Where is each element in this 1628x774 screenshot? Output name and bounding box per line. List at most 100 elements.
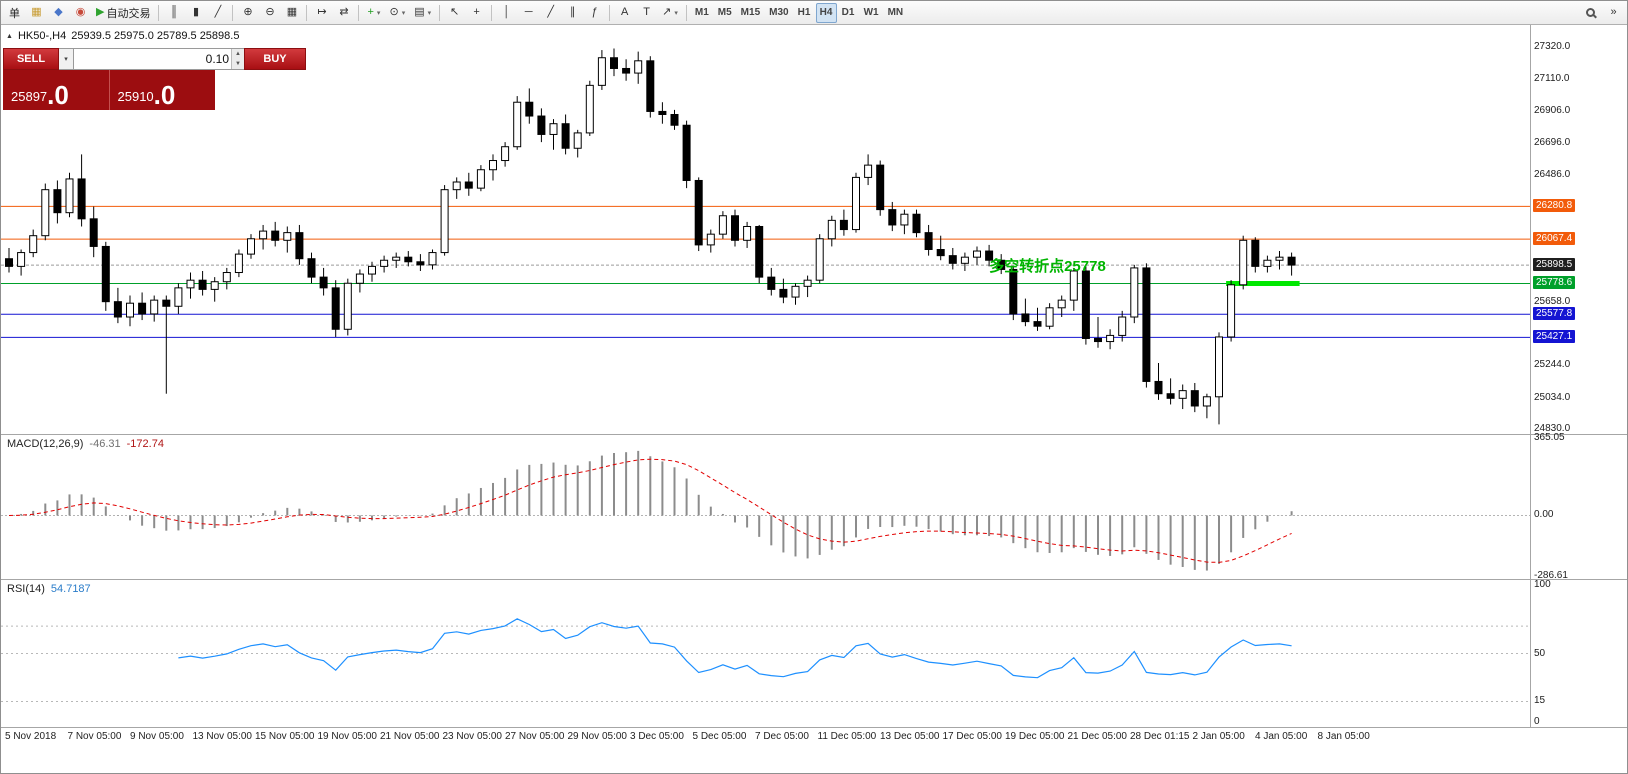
text-button[interactable]: A bbox=[614, 3, 635, 23]
vertical-line-button[interactable]: │ bbox=[496, 3, 517, 23]
cursor-button[interactable]: ↖ bbox=[444, 3, 465, 23]
chart-window-icon[interactable]: ▦ bbox=[26, 3, 47, 23]
timeframe-d1-button[interactable]: D1 bbox=[838, 3, 859, 23]
zoom-out-button[interactable]: ⊖ bbox=[259, 3, 280, 23]
market-icon[interactable]: ◉ bbox=[70, 3, 91, 23]
fibonacci-button[interactable]: ƒ bbox=[584, 3, 605, 23]
candlestick-chart-icon[interactable]: ▮ bbox=[185, 3, 206, 23]
price-axis-badge: 26067.4 bbox=[1533, 232, 1576, 246]
time-axis-label: 2 Jan 05:00 bbox=[1192, 731, 1245, 742]
lot-decrease-button[interactable]: ▼ bbox=[232, 59, 244, 69]
channel-button[interactable]: ∥ bbox=[562, 3, 583, 23]
chevron-down-icon: ▾ bbox=[64, 56, 68, 63]
indicators-add-glyph-icon: + bbox=[367, 6, 374, 18]
chart-annotation-text[interactable]: 多空转折点25778 bbox=[989, 257, 1106, 275]
lot-dropdown-button[interactable]: ▾ bbox=[59, 48, 74, 70]
line-chart-icon-glyph-icon: ╱ bbox=[214, 6, 222, 18]
zoom-in-button[interactable]: ⊕ bbox=[237, 3, 258, 23]
time-axis-label: 11 Dec 05:00 bbox=[817, 731, 877, 742]
timeframe-h1-button[interactable]: H1 bbox=[794, 3, 815, 23]
price-axis-badge: 26280.8 bbox=[1533, 199, 1576, 213]
timeframe-d1-button-label: D1 bbox=[841, 7, 855, 18]
arrows-glyph-icon: ↗ bbox=[662, 6, 672, 18]
panel-separator[interactable] bbox=[1, 434, 1627, 435]
price-axis-badge: 25898.5 bbox=[1533, 258, 1576, 272]
toolbar-separator bbox=[158, 4, 160, 21]
time-axis-label: 3 Dec 05:00 bbox=[630, 731, 684, 742]
symbol-arrow-icon: ▲ bbox=[6, 32, 13, 40]
macd-value-signal: -172.74 bbox=[126, 438, 164, 450]
chevron-down-icon[interactable]: ▾ bbox=[376, 9, 381, 17]
chevron-down-icon[interactable]: ▾ bbox=[427, 9, 432, 17]
rsi-plot[interactable] bbox=[1, 580, 1530, 727]
tile-windows-glyph-icon: ▦ bbox=[286, 6, 298, 18]
profiles-icon[interactable]: ◆ bbox=[48, 3, 69, 23]
crosshair-button[interactable]: + bbox=[466, 3, 487, 23]
timeframe-w1-button[interactable]: W1 bbox=[860, 3, 883, 23]
price-chart-plot[interactable] bbox=[1, 25, 1530, 434]
price-axis-label: 25034.0 bbox=[1534, 391, 1571, 403]
macd-plot[interactable] bbox=[1, 435, 1530, 579]
chevron-down-icon[interactable]: ▾ bbox=[401, 9, 406, 17]
timeframe-h1-button-label: H1 bbox=[797, 7, 811, 18]
macd-signal-line bbox=[8, 458, 1292, 563]
templates-button[interactable]: ▤ ▾ bbox=[410, 3, 435, 23]
toolbar-overflow-glyph-icon: » bbox=[1610, 6, 1617, 18]
arrows-button[interactable]: ↗ ▾ bbox=[658, 3, 682, 23]
rsi-axis-label: 0 bbox=[1534, 716, 1540, 727]
new-order-button[interactable]: 单 bbox=[4, 3, 25, 23]
panel-separator bbox=[1, 727, 1627, 728]
text-label-glyph-icon: T bbox=[643, 6, 650, 18]
lot-increase-button[interactable]: ▲ bbox=[232, 49, 244, 59]
timeframe-m15-button[interactable]: M15 bbox=[737, 3, 764, 23]
auto-scroll-button[interactable]: ↦ bbox=[311, 3, 332, 23]
panel-separator[interactable] bbox=[1, 579, 1627, 580]
rsi-axis: 100 50 15 0 bbox=[1532, 579, 1627, 727]
macd-axis: 365.05 0.00 -286.61 bbox=[1532, 432, 1627, 581]
price-axis-label: 27110.0 bbox=[1534, 73, 1570, 85]
toolbar-buttons: 单 ▦ ◆ ◉ ▶ 自动交易 ║ ▮ ╱ ⊕ ⊖ ▦ ↦ ⇄ + ▾ ⊙ ▾ ▤ ▾ ↖ + │ ─ ╱ ∥ ƒ A T ↗ ▾ M1 M5 M1… bbox=[4, 2, 1580, 23]
sell-button[interactable]: SELL bbox=[3, 48, 59, 70]
indicators-add-button[interactable]: + ▾ bbox=[363, 3, 384, 23]
timeframe-h4-button[interactable]: H4 bbox=[815, 2, 837, 23]
autotrading-button[interactable]: ▶ 自动交易 bbox=[92, 3, 154, 23]
time-axis-label: 21 Dec 05:00 bbox=[1067, 731, 1128, 742]
macd-axis-label: 365.05 bbox=[1534, 432, 1565, 444]
buy-price-frac: .0 bbox=[153, 79, 176, 110]
tile-windows-button[interactable]: ▦ bbox=[281, 3, 302, 23]
buy-button[interactable]: BUY bbox=[244, 48, 306, 70]
timeframe-mn-button[interactable]: MN bbox=[884, 3, 908, 23]
line-chart-icon[interactable]: ╱ bbox=[207, 3, 228, 23]
sell-price-button[interactable]: 25897.0 bbox=[3, 70, 110, 110]
channel-glyph-icon: ∥ bbox=[569, 6, 576, 18]
bar-chart-icon[interactable]: ║ bbox=[163, 3, 184, 23]
chart-shift-button[interactable]: ⇄ bbox=[333, 3, 354, 23]
periods-button[interactable]: ⊙ ▾ bbox=[385, 3, 409, 23]
macd-histogram bbox=[20, 450, 1293, 571]
time-axis-label: 5 Nov 2018 bbox=[5, 731, 57, 742]
trendline-button[interactable]: ╱ bbox=[540, 3, 561, 23]
timeframe-m30-button[interactable]: M30 bbox=[765, 3, 792, 23]
time-axis-label: 9 Nov 05:00 bbox=[130, 731, 184, 742]
time-axis-label: 17 Dec 05:00 bbox=[942, 731, 1003, 742]
text-label-button[interactable]: T bbox=[636, 3, 657, 23]
timeframe-m1-button[interactable]: M1 bbox=[691, 3, 713, 23]
macd-axis-label: 0.00 bbox=[1534, 509, 1554, 521]
buy-price-button[interactable]: 25910.0 bbox=[110, 70, 216, 110]
timeframe-m5-button[interactable]: M5 bbox=[714, 3, 736, 23]
price-axis-badge: 25778.6 bbox=[1533, 276, 1576, 290]
horizontal-line-button[interactable]: ─ bbox=[518, 3, 539, 23]
market-icon-glyph-icon: ◉ bbox=[75, 6, 86, 18]
chevron-down-icon[interactable]: ▾ bbox=[674, 9, 678, 17]
rsi-label: RSI(14) 54.7187 bbox=[7, 583, 91, 595]
candlestick-chart-icon-glyph-icon: ▮ bbox=[192, 6, 199, 18]
search-icon[interactable] bbox=[1580, 3, 1601, 23]
price-axis-label: 26696.0 bbox=[1534, 136, 1571, 148]
time-axis-label: 28 Dec 01:15 bbox=[1130, 731, 1190, 742]
price-axis-border bbox=[1530, 25, 1531, 728]
lot-size-input[interactable] bbox=[74, 49, 231, 69]
fibonacci-glyph-icon: ƒ bbox=[591, 6, 598, 18]
periods-glyph-icon: ⊙ bbox=[389, 6, 399, 18]
time-axis-label: 29 Nov 05:00 bbox=[567, 731, 628, 742]
toolbar-overflow-button[interactable]: » bbox=[1603, 3, 1624, 23]
